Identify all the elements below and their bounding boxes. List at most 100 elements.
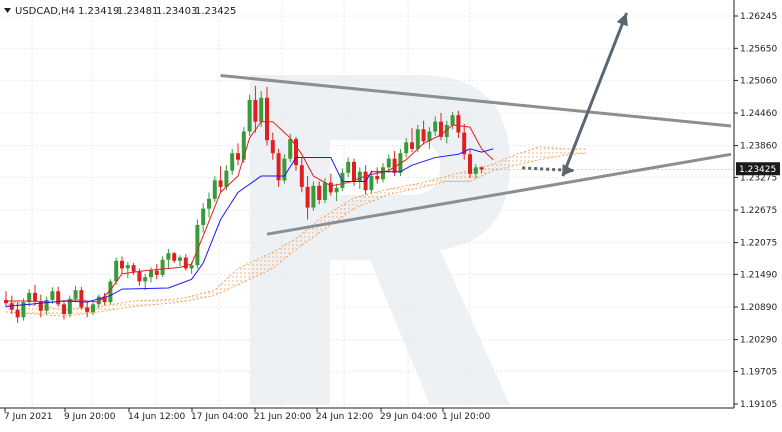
candle-bull: [282, 158, 287, 181]
candle-bear: [38, 301, 43, 311]
time-tick-label: 17 Jun 04:00: [191, 412, 248, 422]
candle-bull: [433, 121, 438, 132]
candle-bear: [131, 265, 136, 272]
candle-bull: [212, 180, 217, 199]
candle-bull: [230, 153, 235, 171]
candle-bear: [328, 182, 333, 193]
candle-bear: [276, 153, 281, 181]
candle-bull: [357, 171, 362, 182]
candle-bear: [79, 290, 84, 308]
candle-bull: [473, 167, 478, 174]
candle-bear: [270, 140, 275, 154]
candle-bear: [352, 161, 356, 182]
candle-bull: [381, 167, 385, 180]
candle-bull: [178, 257, 182, 261]
broker-logo-watermark: [250, 75, 510, 405]
price-tick-label: 1.23275: [740, 173, 777, 183]
price-tick-label: 1.19105: [740, 400, 777, 410]
price-tick-label: 1.25060: [740, 76, 777, 86]
candle-bear: [439, 121, 443, 137]
candle-bull: [241, 131, 246, 160]
candle-bull: [166, 253, 171, 260]
candle-bear: [375, 176, 380, 180]
candle-bull: [195, 224, 200, 266]
candle-bear: [294, 139, 298, 166]
candle-bull: [96, 296, 101, 305]
candle-bull: [450, 115, 455, 125]
indicator-lines: [5, 121, 734, 307]
candle-bear: [456, 115, 461, 133]
candle-bear: [479, 167, 484, 170]
candle-bull: [404, 142, 409, 154]
price-tick-label: 1.20290: [740, 336, 777, 346]
candle-bear: [154, 270, 159, 275]
candle-bear: [4, 299, 8, 304]
candle-bear: [236, 153, 240, 160]
candle-bull: [259, 97, 264, 122]
candle-bear: [421, 129, 426, 142]
time-tick-label: 1 Jul 20:00: [442, 412, 491, 422]
candle-bull: [160, 259, 165, 275]
price-tag-label: 1.23425: [739, 165, 776, 175]
price-tick-label: 1.19705: [740, 367, 777, 377]
price-axis: 1.26245 1.25650 1.25060 1.24460 1.23860 1.232…: [734, 12, 777, 410]
time-tick-label: 7 Jun 2021: [4, 412, 52, 422]
current-price-tag: 1.23425: [736, 162, 780, 176]
candle-bear: [218, 180, 223, 187]
candle-bull: [311, 185, 316, 208]
candle-bear: [9, 303, 14, 310]
open-value: 1.23419: [78, 6, 119, 17]
time-tick-label: 21 Jun 20:00: [254, 412, 311, 422]
candle-bear: [265, 97, 269, 141]
arrow-head: [616, 13, 628, 27]
candle-bear: [183, 257, 188, 269]
candle-bull: [91, 304, 95, 312]
high-value: 1.23481: [117, 6, 158, 17]
candle-bull: [44, 299, 49, 311]
candle-bear: [392, 158, 397, 173]
price-tick-label: 1.20890: [740, 303, 777, 313]
price-tick-label: 1.25650: [740, 44, 777, 54]
candle-bull: [288, 139, 293, 159]
symbol-header: USDCAD,H4 1.23419 1.23481 1.23403 1.2342…: [4, 6, 236, 17]
candle-bull: [21, 302, 26, 318]
price-tick-label: 1.22675: [740, 206, 777, 216]
candle-bear: [85, 307, 90, 312]
price-tick-label: 1.26245: [740, 12, 777, 22]
time-tick-label: 29 Jun 04:00: [380, 412, 437, 422]
triangle-down-icon[interactable]: [4, 8, 11, 13]
candle-bull: [224, 170, 229, 187]
candle-bull: [149, 270, 153, 278]
candle-bull: [143, 277, 148, 282]
candle-bear: [462, 132, 467, 155]
candle-bull: [50, 291, 55, 300]
candle-bear: [299, 165, 304, 187]
kijun-sen-line: [5, 148, 494, 307]
close-value: 1.23425: [195, 6, 236, 17]
candle-bear: [137, 271, 142, 282]
price-tick-label: 1.24460: [740, 109, 777, 119]
forecast-arrow-breakout: [561, 12, 628, 177]
candle-bear: [305, 186, 310, 208]
candle-bull: [415, 129, 420, 149]
ichimoku-cloud: [5, 146, 587, 317]
candle-bear: [56, 291, 61, 305]
candle-bear: [102, 296, 107, 303]
candle-bear: [410, 142, 414, 149]
candle-bull: [334, 187, 339, 193]
trendline-upper: [220, 74, 732, 128]
candle-bull: [323, 182, 327, 200]
candle-bull: [108, 281, 113, 303]
candle-bull: [201, 208, 206, 225]
candle-bull: [114, 260, 119, 282]
senkou-span-b-line: [5, 152, 587, 317]
time-tick-label: 9 Jun 20:00: [64, 412, 116, 422]
price-tag-box: [736, 162, 780, 176]
candle-bull: [346, 161, 351, 173]
candle-bull: [427, 131, 432, 142]
candle-bear: [172, 253, 177, 261]
chart-grid: [0, 0, 734, 408]
candle-bear: [317, 185, 322, 200]
